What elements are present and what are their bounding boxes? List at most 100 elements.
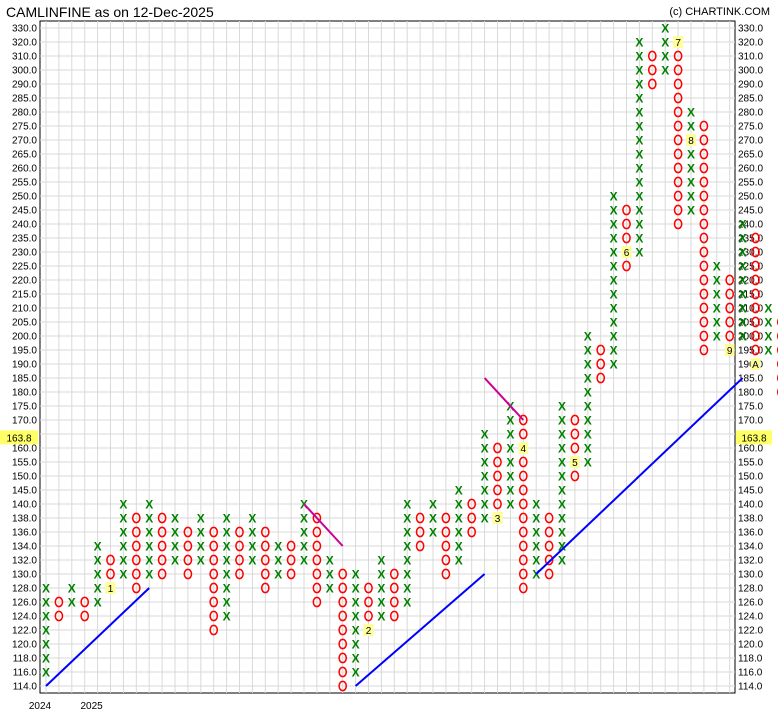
x-mark: X (739, 316, 747, 330)
x-mark: X (274, 554, 282, 568)
o-mark (441, 554, 451, 566)
month-label-bg (621, 246, 632, 258)
x-mark: X (377, 596, 385, 610)
x-mark: X (145, 512, 153, 526)
o-mark (183, 568, 193, 580)
y-tick-label-right: 285.0 (738, 94, 763, 105)
x-mark: X (42, 652, 50, 666)
y-tick-label-right: 114.0 (738, 682, 763, 693)
x-mark: X (455, 554, 463, 568)
x-mark: X (558, 484, 566, 498)
x-mark: X (610, 218, 618, 232)
y-tick-label-left: 180.0 (12, 388, 37, 399)
x-mark: X (506, 442, 514, 456)
x-mark: X (584, 414, 592, 428)
o-mark (260, 554, 270, 566)
month-label: 9 (727, 346, 733, 357)
x-mark: X (403, 596, 411, 610)
resistance-trend-line (303, 503, 344, 547)
y-tick-label-left: 136.0 (12, 528, 37, 539)
o-mark (673, 218, 683, 230)
o-mark (725, 302, 735, 314)
x-mark: X (68, 582, 76, 596)
y-tick-label-left: 175.0 (12, 402, 37, 413)
o-mark (622, 260, 631, 272)
o-mark (518, 512, 528, 524)
o-mark (209, 540, 219, 552)
x-mark: X (610, 274, 618, 288)
y-tick-label-left: 280.0 (12, 108, 37, 119)
o-mark (622, 218, 631, 230)
o-mark (518, 554, 528, 566)
x-mark: X (687, 204, 695, 218)
o-mark (131, 540, 141, 552)
o-mark (673, 106, 683, 118)
o-mark (699, 148, 709, 160)
month-label-bg (105, 582, 116, 594)
x-mark: X (455, 526, 463, 540)
x-mark: X (403, 526, 411, 540)
o-mark (570, 442, 580, 454)
o-mark (673, 50, 683, 62)
o-mark (131, 568, 141, 580)
x-mark: X (661, 64, 669, 78)
y-tick-label-left: 225.0 (12, 262, 37, 273)
o-mark (157, 554, 167, 566)
x-mark: X (197, 526, 205, 540)
o-mark (312, 540, 322, 552)
o-mark (622, 232, 631, 244)
y-tick-label-right: 140.0 (738, 500, 763, 511)
y-tick-label-left: 250.0 (12, 192, 37, 203)
x-mark: X (584, 330, 592, 344)
y-tick-label-right: 136.0 (738, 528, 763, 539)
o-mark (725, 274, 735, 286)
y-tick-label-left: 120.0 (12, 640, 37, 651)
month-label: 4 (521, 444, 527, 455)
o-mark (493, 484, 502, 496)
x-mark: X (558, 554, 566, 568)
o-mark (518, 456, 528, 468)
o-mark (260, 582, 270, 594)
y-tick-label-right: 240.0 (738, 220, 763, 231)
o-mark (157, 568, 167, 580)
o-mark (209, 554, 219, 566)
o-mark (570, 470, 580, 482)
chart-title: CAMLINFINE as on 12-Dec-2025 (6, 4, 214, 20)
plot-frame (39, 20, 736, 694)
x-mark: X (584, 344, 592, 358)
x-mark: X (300, 554, 308, 568)
o-mark (699, 274, 709, 286)
o-mark (235, 568, 244, 580)
x-mark: X (197, 554, 205, 568)
o-mark (518, 498, 528, 510)
o-mark (699, 288, 709, 300)
y-tick-label-left: 132.0 (12, 556, 37, 567)
x-mark: X (352, 568, 360, 582)
o-mark (518, 428, 528, 440)
o-mark (338, 568, 348, 580)
x-mark: X (481, 456, 489, 470)
y-tick-label-left: 220.0 (12, 276, 37, 287)
o-mark (699, 204, 709, 216)
o-mark (518, 526, 528, 538)
x-mark: X (635, 176, 643, 190)
o-mark (751, 260, 760, 272)
o-mark (518, 470, 528, 482)
x-mark: X (481, 484, 489, 498)
x-mark: X (300, 526, 308, 540)
x-mark: X (713, 260, 721, 274)
x-mark: X (610, 190, 618, 204)
y-tick-label-right: 215.0 (738, 290, 763, 301)
o-mark (751, 316, 760, 328)
support-trend-line (354, 573, 486, 687)
x-mark: X (145, 526, 153, 540)
x-mark: X (403, 554, 411, 568)
x-mark: X (481, 470, 489, 484)
o-mark (467, 498, 477, 510)
o-mark (338, 596, 348, 608)
month-label: 6 (624, 248, 630, 259)
o-mark (751, 246, 760, 258)
x-mark: X (661, 22, 669, 36)
o-mark (699, 330, 709, 342)
o-mark (596, 344, 606, 356)
